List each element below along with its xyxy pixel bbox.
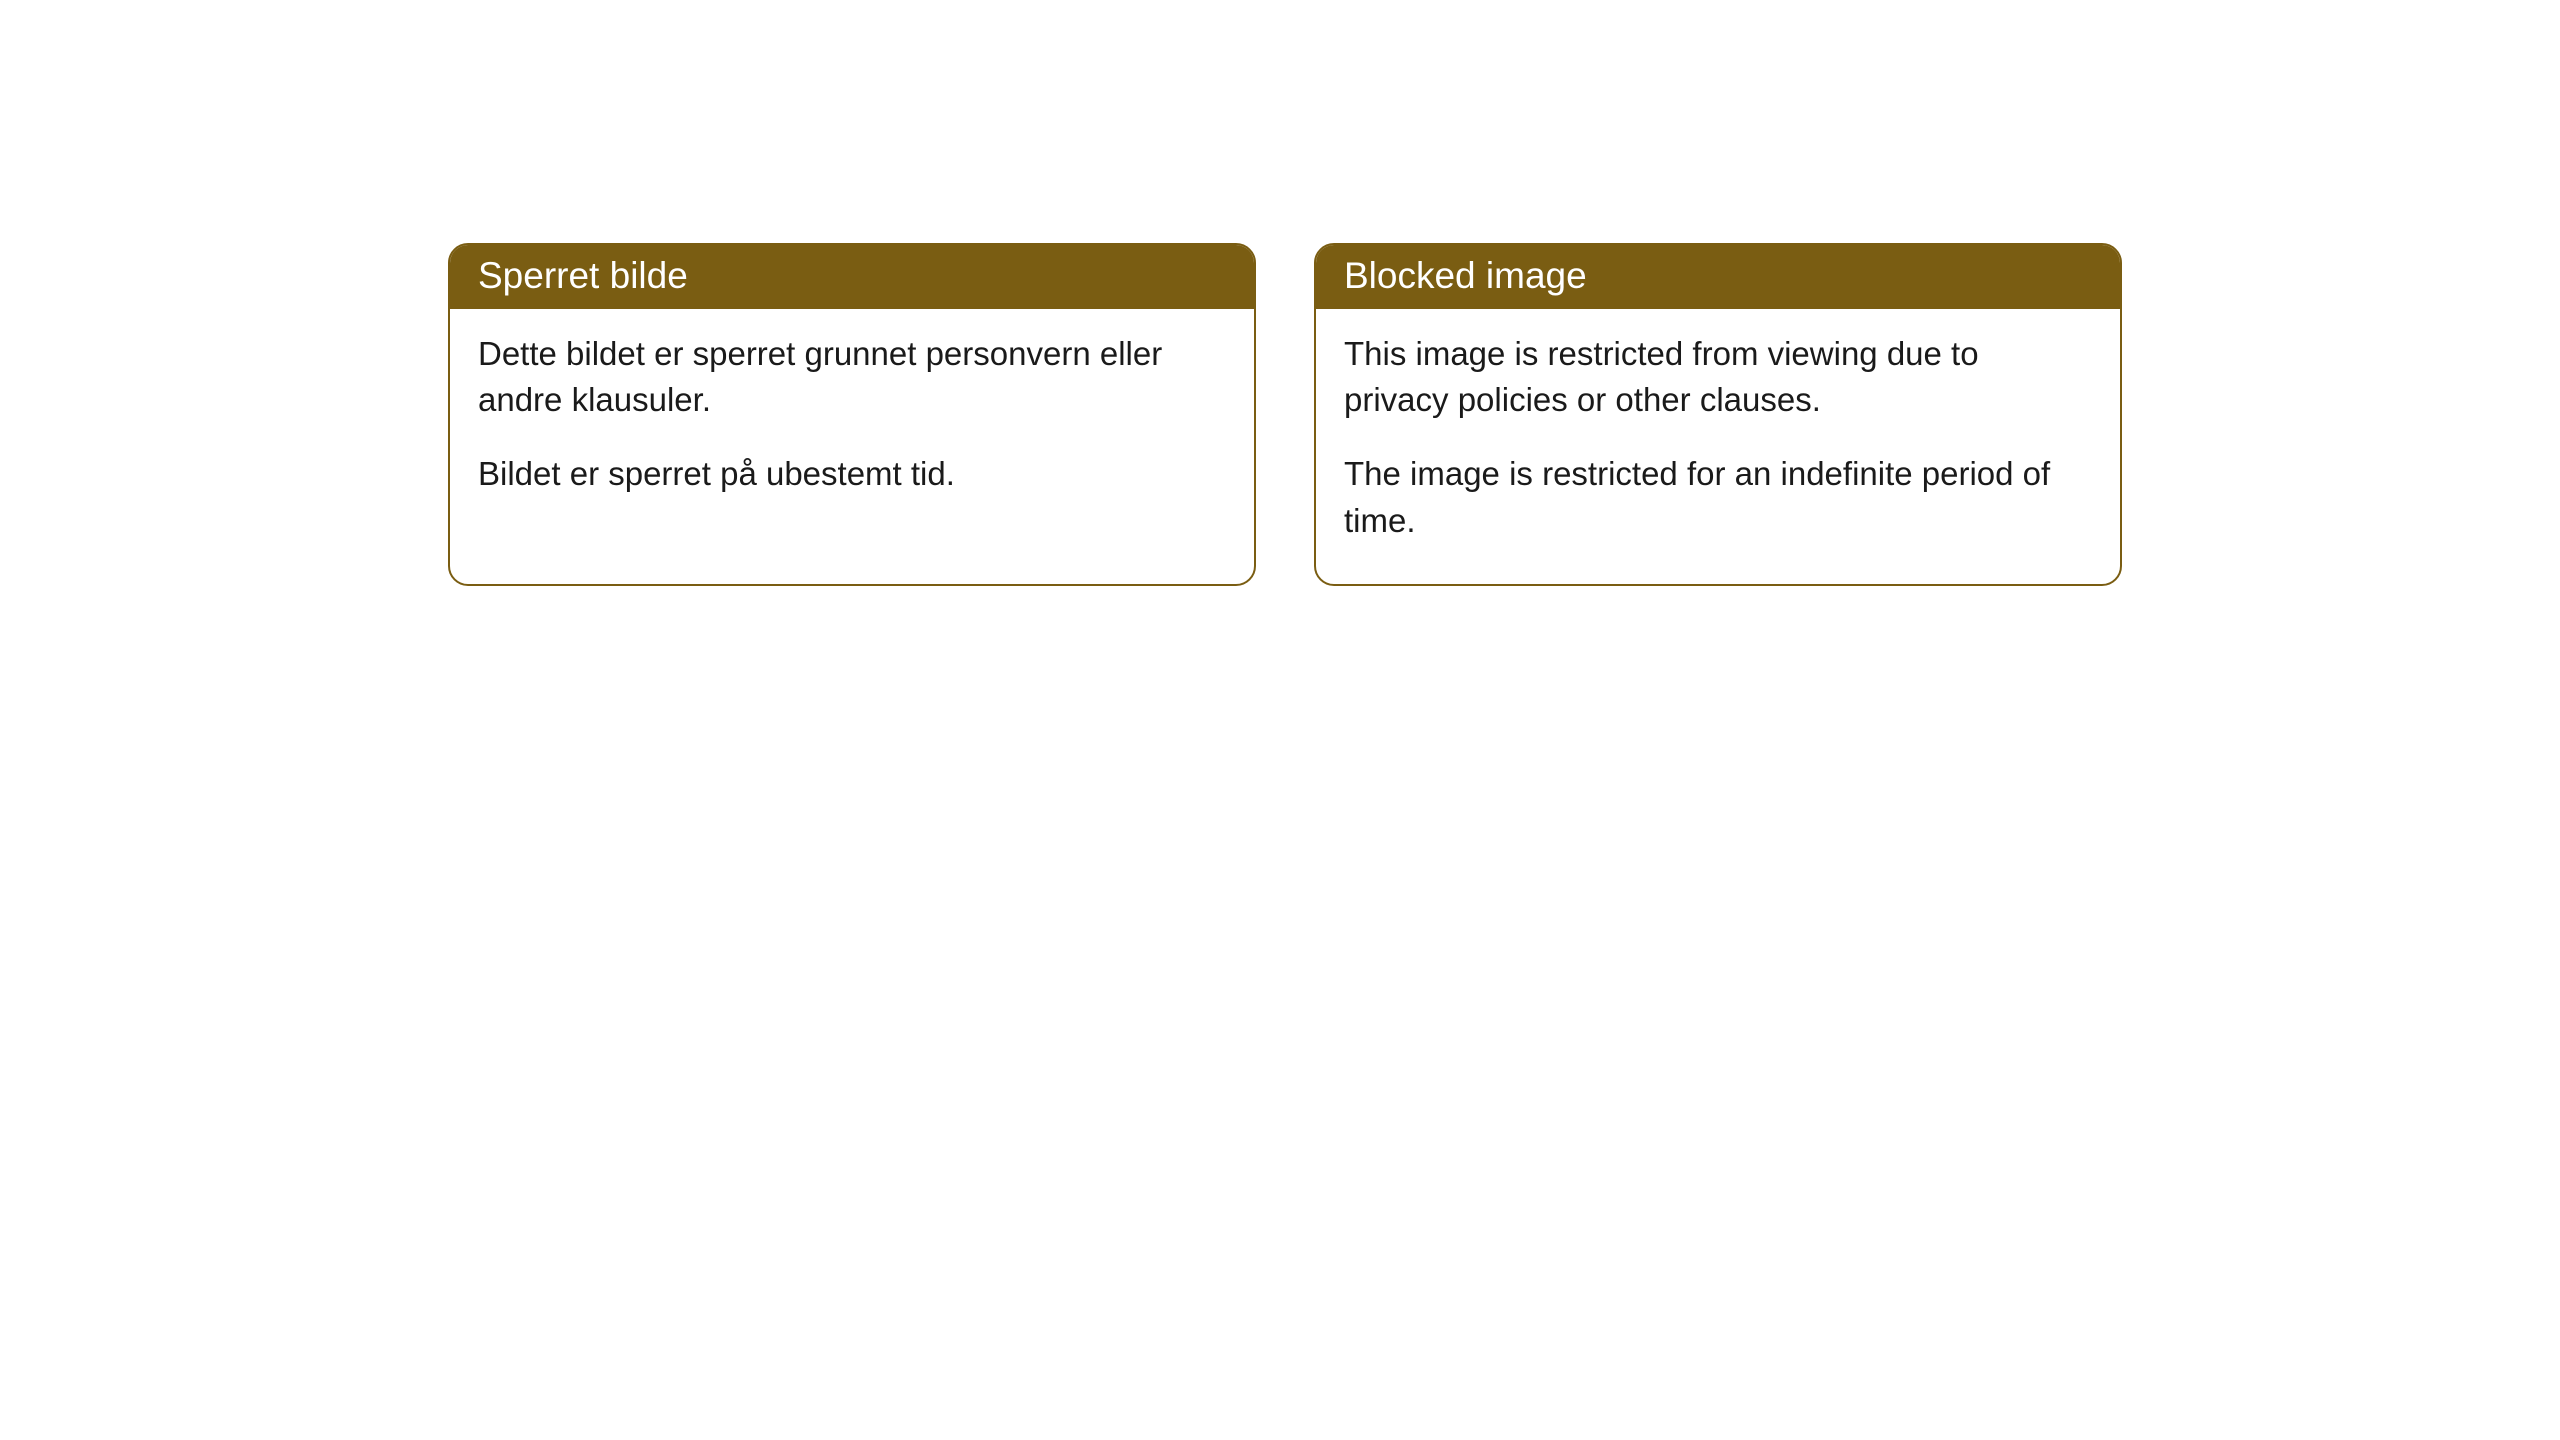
card-body: This image is restricted from viewing du…: [1316, 309, 2120, 584]
notice-card-norwegian: Sperret bilde Dette bildet er sperret gr…: [448, 243, 1256, 586]
card-title: Sperret bilde: [478, 255, 688, 296]
card-paragraph: Bildet er sperret på ubestemt tid.: [478, 451, 1226, 497]
notice-card-english: Blocked image This image is restricted f…: [1314, 243, 2122, 586]
card-paragraph: The image is restricted for an indefinit…: [1344, 451, 2092, 543]
card-paragraph: This image is restricted from viewing du…: [1344, 331, 2092, 423]
card-header: Blocked image: [1316, 245, 2120, 309]
card-title: Blocked image: [1344, 255, 1587, 296]
card-header: Sperret bilde: [450, 245, 1254, 309]
cards-container: Sperret bilde Dette bildet er sperret gr…: [0, 0, 2560, 586]
card-body: Dette bildet er sperret grunnet personve…: [450, 309, 1254, 538]
card-paragraph: Dette bildet er sperret grunnet personve…: [478, 331, 1226, 423]
